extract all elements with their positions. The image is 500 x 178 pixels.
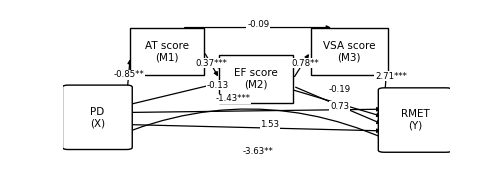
FancyBboxPatch shape	[130, 28, 204, 75]
Text: -3.63**: -3.63**	[243, 147, 274, 156]
Text: -0.09: -0.09	[247, 20, 269, 29]
Text: 0.78**: 0.78**	[291, 59, 318, 68]
FancyBboxPatch shape	[378, 88, 452, 152]
FancyBboxPatch shape	[310, 28, 388, 75]
Text: PD
(X): PD (X)	[90, 106, 105, 128]
Text: 1.53: 1.53	[260, 120, 280, 129]
Text: 0.73: 0.73	[330, 102, 349, 111]
Text: AT score
(M1): AT score (M1)	[145, 41, 189, 62]
FancyBboxPatch shape	[62, 85, 132, 150]
Text: -0.19: -0.19	[328, 85, 350, 94]
Text: EF score
(M2): EF score (M2)	[234, 68, 278, 90]
Text: RMET
(Y): RMET (Y)	[401, 109, 430, 131]
Text: 0.37***: 0.37***	[196, 59, 228, 68]
FancyBboxPatch shape	[220, 55, 293, 103]
Text: VSA score
(M3): VSA score (M3)	[323, 41, 376, 62]
Text: 2.71***: 2.71***	[375, 72, 407, 81]
Text: -1.43***: -1.43***	[216, 94, 250, 103]
Text: -0.13: -0.13	[206, 81, 229, 90]
Text: -0.85**: -0.85**	[114, 70, 144, 79]
